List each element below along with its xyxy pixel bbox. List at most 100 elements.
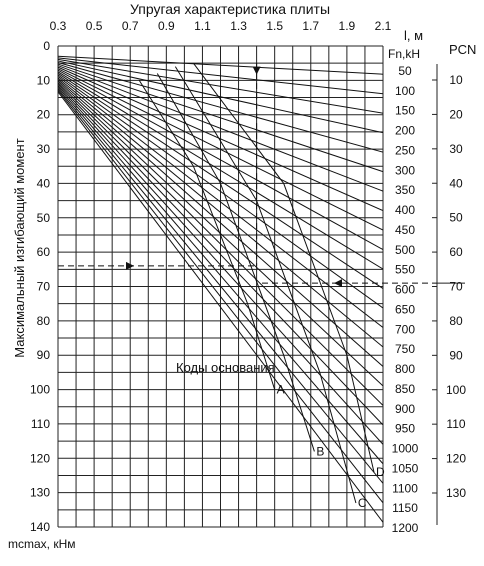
y-tick-label: 70 (37, 280, 51, 294)
load-line (57, 76, 384, 328)
pcn-tick-label: 90 (449, 348, 463, 362)
load-tick-label: 600 (395, 283, 415, 297)
y-tick-label: 130 (30, 486, 50, 500)
load-line (57, 85, 384, 445)
y-tick-label: 50 (37, 211, 51, 225)
arrow-left-icon (334, 279, 342, 288)
x-tick-label: 1.1 (194, 19, 211, 33)
load-line (57, 74, 384, 309)
load-tick-label: 650 (395, 302, 415, 316)
y-tick-label: 100 (30, 383, 50, 397)
y-tick-label: 10 (37, 73, 51, 87)
load-tick-label: 900 (395, 402, 415, 416)
pcn-tick-label: 50 (449, 211, 463, 225)
x-tick-label: 1.5 (266, 19, 283, 33)
load-line (57, 69, 384, 251)
subgrade-code-curve (156, 73, 315, 452)
load-tick-label: 850 (395, 382, 415, 396)
subgrade-code-label: B (316, 444, 324, 458)
load-line (57, 90, 384, 504)
x-tick-label: 0.7 (122, 19, 139, 33)
pcn-tick-label: 60 (449, 245, 463, 259)
pcn-tick-label: 110 (446, 417, 465, 431)
load-tick-label: 550 (395, 263, 415, 277)
y-tick-label: 120 (30, 451, 50, 465)
subgrade-code-label: A (277, 383, 285, 397)
y-tick-label: 30 (37, 142, 51, 156)
load-tick-label: 50 (398, 64, 412, 78)
load-tick-label: 700 (395, 322, 415, 336)
codes-label: Коды основания (176, 360, 275, 375)
load-line (57, 65, 384, 192)
load-tick-label: 400 (395, 203, 415, 217)
load-line (57, 79, 384, 367)
load-tick-label: 1050 (392, 461, 419, 475)
load-axis-label: Fn,kH (388, 47, 420, 61)
load-tick-label: 300 (395, 163, 415, 177)
load-tick-label: 1200 (392, 521, 419, 535)
load-line (57, 55, 384, 75)
x-tick-label: 1.9 (339, 19, 356, 33)
load-tick-label: 450 (395, 223, 415, 237)
x-tick-label: 1.3 (230, 19, 247, 33)
load-tick-label: 950 (395, 422, 415, 436)
load-line (57, 62, 384, 153)
pcn-tick-label: 130 (446, 486, 466, 500)
load-line (57, 68, 384, 231)
subgrade-code-label: C (358, 496, 367, 510)
pcn-tick-label: 120 (446, 452, 466, 466)
pcn-axis-label: PCN (449, 42, 476, 57)
example-path (58, 63, 465, 288)
load-line (57, 57, 384, 95)
load-tick-label: 800 (395, 362, 415, 376)
y-tick-label: 0 (43, 39, 50, 53)
load-line (57, 77, 384, 348)
subgrade-code-label: D (376, 465, 385, 479)
tick-labels: 0.3 0.5 0.7 0.9 1.1 1.3 1.5 1.7 1.9 2.1 0 10 20 30 40 5… (30, 19, 466, 535)
pcn-tick-label: 20 (449, 107, 463, 121)
load-line (57, 66, 384, 212)
x-tick-label: 1.7 (302, 19, 319, 33)
subgrade-code-curve (174, 66, 357, 504)
load-tick-label: 350 (395, 183, 415, 197)
load-line (57, 86, 384, 465)
load-line (57, 63, 384, 173)
y-unit-label: mcmax, кНм (8, 537, 76, 551)
x-tick-label: 0.3 (50, 19, 67, 33)
load-line (57, 82, 384, 406)
load-tick-label: 1150 (392, 501, 418, 515)
subgrade-code-curve (138, 80, 276, 390)
y-tick-label: 110 (31, 417, 50, 431)
load-line (57, 60, 384, 134)
y-tick-label: 140 (30, 520, 50, 534)
x-tick-label: 2.1 (375, 19, 392, 33)
y-tick-label: 40 (37, 176, 51, 190)
arrow-down-icon (252, 66, 261, 75)
load-line (57, 83, 384, 426)
load-tick-label: 150 (395, 104, 415, 118)
pcn-tick-label: 80 (449, 314, 463, 328)
load-tick-label: 200 (395, 124, 415, 138)
pcn-tick-label: 100 (446, 383, 466, 397)
x-unit-label: l, м (404, 28, 423, 43)
arrow-right-icon (126, 261, 134, 270)
y-tick-label: 60 (37, 245, 51, 259)
y-axis-label: Максимальный изгибающий момент (12, 138, 27, 357)
load-tick-label: 100 (395, 84, 415, 98)
load-line (57, 71, 384, 270)
load-line (57, 91, 384, 523)
pcn-tick-label: 40 (449, 176, 463, 190)
load-tick-label: 1100 (392, 481, 418, 495)
load-line (57, 88, 384, 484)
load-tick-label: 500 (395, 243, 415, 257)
load-line (57, 58, 384, 114)
x-tick-label: 0.5 (86, 19, 103, 33)
subgrade-code-curve (193, 62, 375, 473)
x-tick-label: 0.9 (158, 19, 175, 33)
y-tick-label: 20 (37, 108, 51, 122)
load-line (57, 72, 384, 289)
load-tick-label: 250 (395, 143, 415, 157)
pcn-tick-label: 10 (449, 73, 463, 87)
load-line (57, 80, 384, 387)
